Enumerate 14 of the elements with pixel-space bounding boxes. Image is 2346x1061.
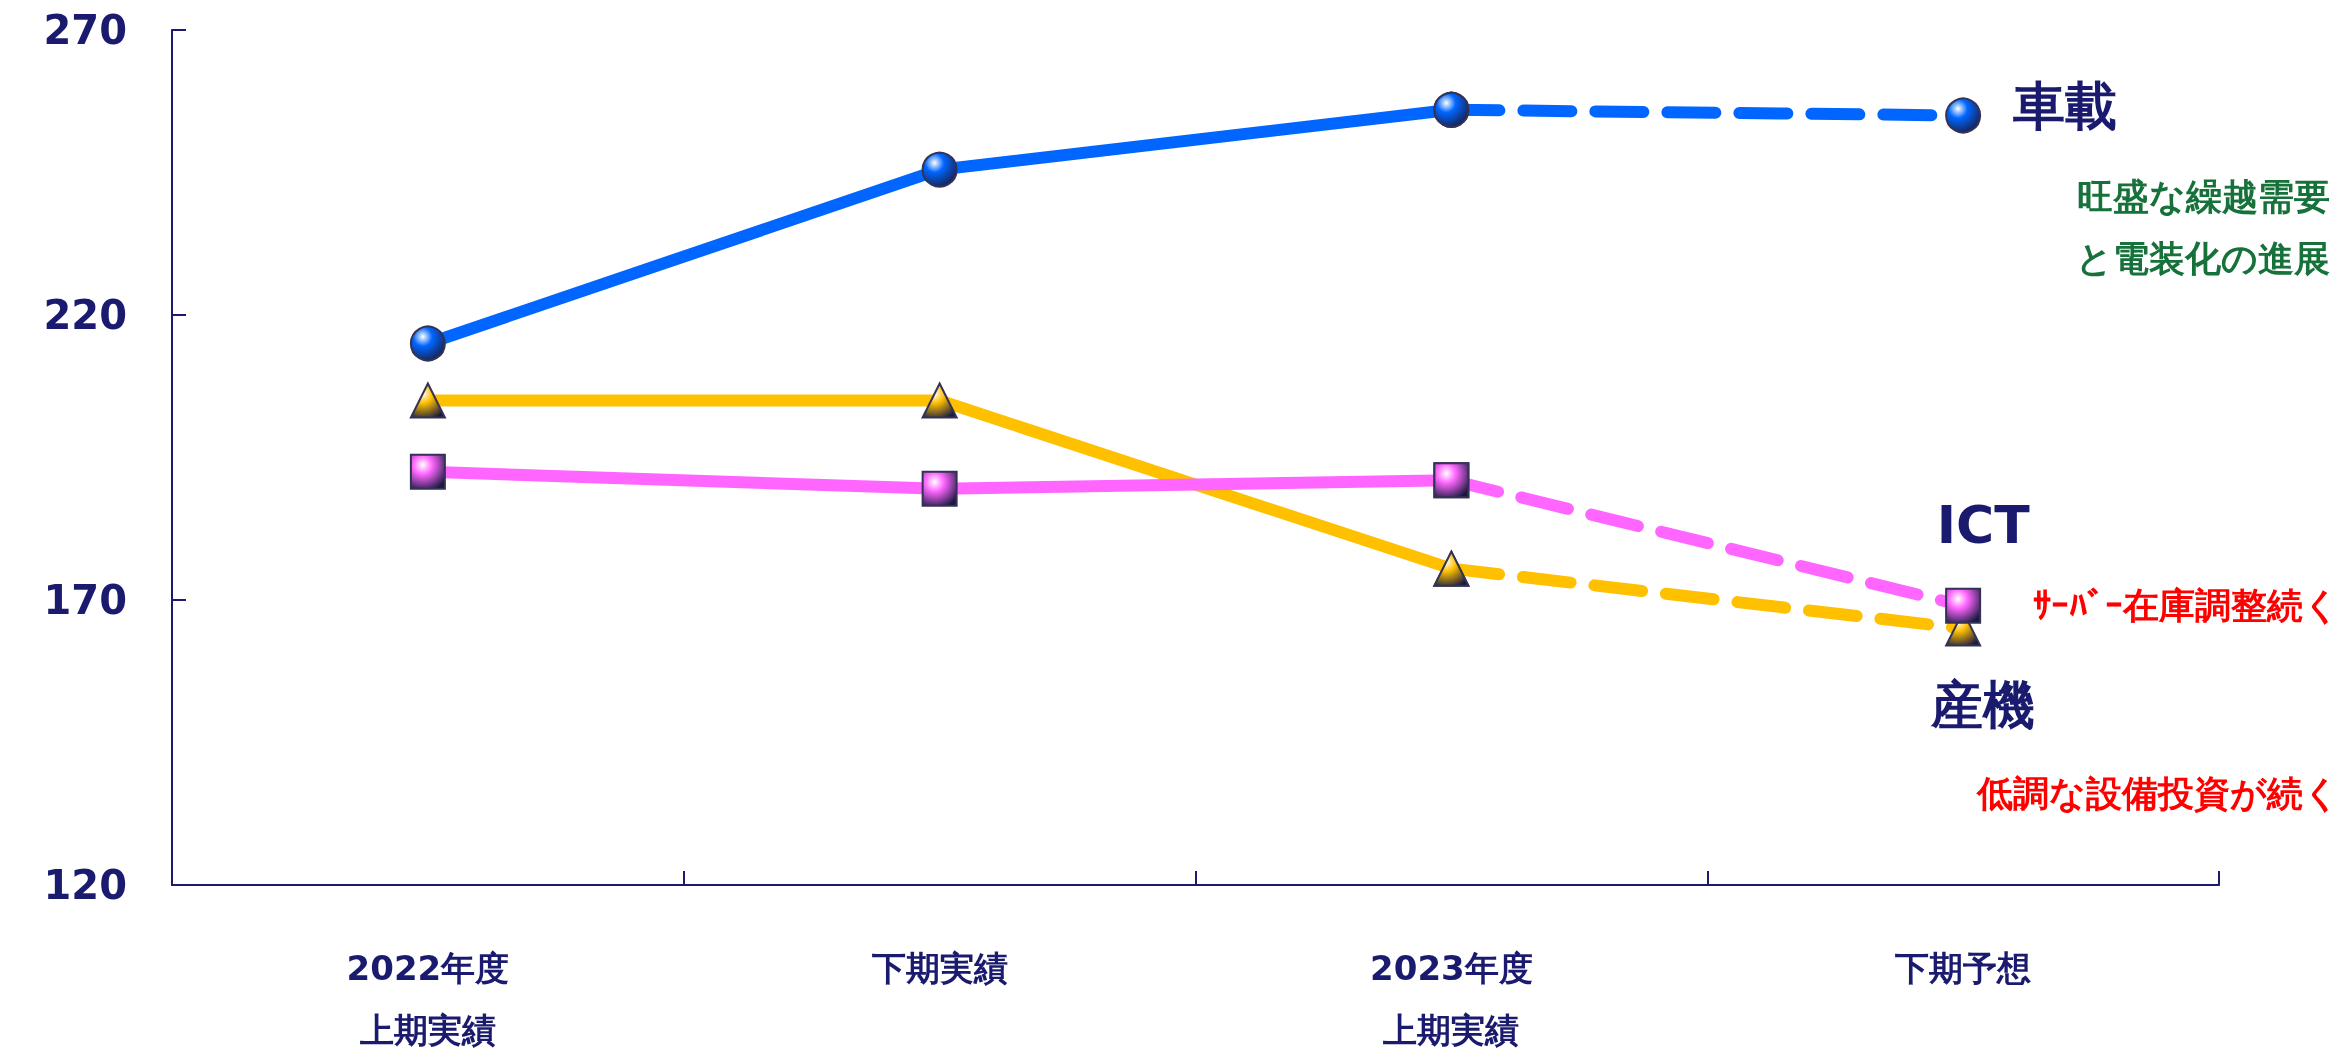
series-label: 産機: [1930, 674, 2036, 735]
series-label: 車載: [2012, 75, 2118, 136]
x-tick-label: 2022年度上期実績: [346, 948, 510, 1050]
x-tick-label: 2023年度上期実績: [1370, 948, 1533, 1050]
y-tick-label: 270: [43, 7, 127, 53]
y-tick-label: 170: [43, 577, 127, 623]
annotation: 旺盛な繰越需要と電装化の進展: [2076, 176, 2330, 279]
y-tick-label: 220: [43, 292, 127, 338]
annotation: 低調な設備投資が続く: [1975, 773, 2340, 814]
y-tick-label: 120: [43, 862, 127, 908]
series-label: ICT: [1936, 494, 2031, 555]
x-tick-label: 下期実績: [870, 948, 1008, 988]
x-tick-label: 下期予想: [1894, 948, 2032, 988]
annotation: ｻｰﾊﾞｰ在庫調整続く: [2033, 585, 2340, 627]
